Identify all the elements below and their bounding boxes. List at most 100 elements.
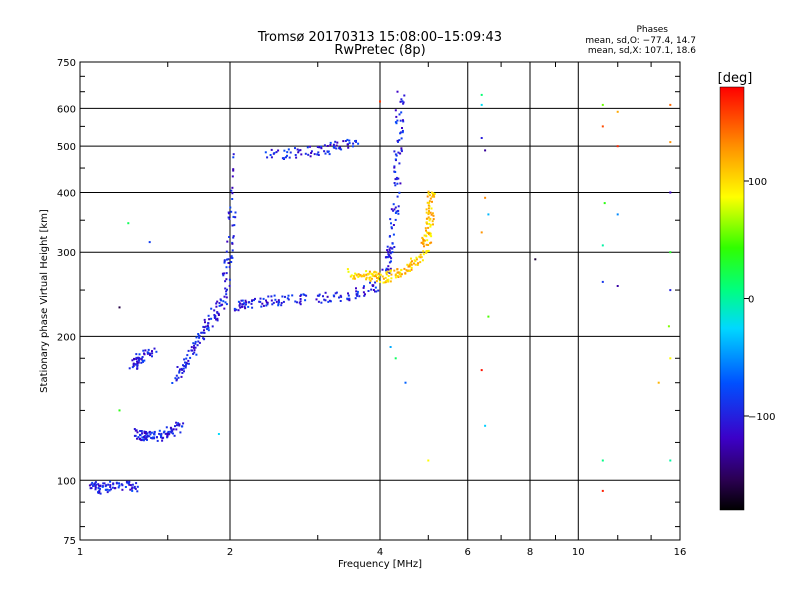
data-point	[425, 217, 428, 220]
data-point	[320, 301, 323, 304]
data-point	[184, 365, 187, 367]
data-point	[388, 271, 391, 274]
data-point	[432, 214, 435, 217]
data-point	[203, 318, 206, 321]
data-point	[253, 299, 255, 302]
data-point	[667, 325, 670, 328]
data-point	[657, 381, 660, 384]
data-point	[239, 302, 242, 305]
data-point	[425, 243, 428, 246]
data-point	[159, 433, 162, 436]
data-point	[669, 251, 672, 254]
data-point	[669, 141, 672, 144]
data-point	[406, 263, 409, 266]
data-point	[431, 200, 433, 203]
data-point	[139, 438, 142, 441]
data-point	[140, 361, 143, 364]
data-point	[278, 301, 280, 303]
data-point	[128, 367, 131, 370]
data-point	[151, 355, 153, 358]
data-point	[425, 229, 427, 232]
data-point	[399, 275, 402, 278]
data-point	[348, 299, 351, 302]
data-point	[270, 156, 273, 159]
data-point	[355, 287, 357, 290]
data-point	[363, 275, 366, 278]
data-point	[307, 153, 310, 156]
data-point	[195, 353, 198, 356]
data-point	[144, 434, 147, 437]
data-point	[390, 277, 393, 280]
data-point	[396, 271, 399, 274]
data-point	[335, 291, 338, 294]
data-point	[185, 363, 187, 366]
data-point	[136, 367, 139, 370]
data-point	[151, 352, 154, 355]
data-point	[616, 213, 619, 216]
data-point	[131, 486, 134, 489]
data-point	[420, 241, 423, 244]
data-point	[148, 352, 151, 355]
data-point	[153, 430, 156, 433]
data-point	[251, 299, 254, 302]
data-point	[232, 153, 235, 156]
data-point	[347, 292, 349, 295]
data-point	[395, 210, 398, 213]
data-point	[431, 192, 434, 195]
data-point	[616, 285, 619, 287]
data-point	[338, 147, 341, 150]
data-point	[277, 149, 280, 152]
data-point	[431, 195, 434, 198]
data-point	[384, 276, 387, 279]
data-point	[391, 247, 394, 250]
data-point	[354, 272, 357, 275]
colorbar-label: [deg]	[718, 71, 753, 86]
data-point	[273, 294, 276, 297]
data-point	[424, 227, 427, 230]
data-point	[316, 146, 319, 148]
data-point	[137, 356, 140, 359]
data-point	[225, 272, 228, 275]
data-point	[353, 277, 356, 280]
data-point	[401, 129, 404, 132]
data-point	[402, 101, 405, 104]
data-point	[395, 154, 398, 157]
data-point	[316, 153, 319, 156]
data-point	[393, 182, 396, 184]
y-axis-ticks: 75 100 200 300 400 500 600 750	[57, 58, 680, 547]
data-point	[148, 241, 151, 244]
data-point	[395, 122, 398, 125]
data-point	[433, 195, 436, 198]
data-point	[289, 151, 292, 154]
data-point	[428, 201, 431, 204]
data-point	[175, 374, 178, 377]
data-point	[166, 435, 169, 438]
data-point	[426, 239, 429, 242]
data-point	[178, 423, 181, 426]
data-point	[136, 365, 139, 368]
data-point	[223, 307, 226, 310]
data-point	[423, 245, 425, 248]
data-point	[601, 280, 604, 283]
data-point	[410, 257, 412, 260]
data-point	[206, 328, 209, 330]
data-point	[400, 149, 403, 151]
data-point	[169, 426, 172, 429]
data-point	[603, 202, 606, 205]
data-point	[430, 241, 433, 244]
data-point	[346, 297, 349, 300]
data-point	[385, 280, 388, 283]
data-point	[310, 152, 313, 154]
data-point	[400, 147, 403, 150]
data-point	[218, 302, 221, 305]
data-point	[223, 261, 226, 264]
data-point	[410, 268, 413, 271]
data-point	[369, 279, 372, 282]
data-point	[134, 487, 137, 490]
data-point	[238, 304, 241, 307]
y-axis-label: Stationary phase Virtual Height [km]	[39, 209, 50, 393]
data-point	[399, 152, 402, 155]
data-point	[244, 299, 247, 302]
data-point	[156, 439, 159, 442]
data-point	[364, 293, 366, 296]
